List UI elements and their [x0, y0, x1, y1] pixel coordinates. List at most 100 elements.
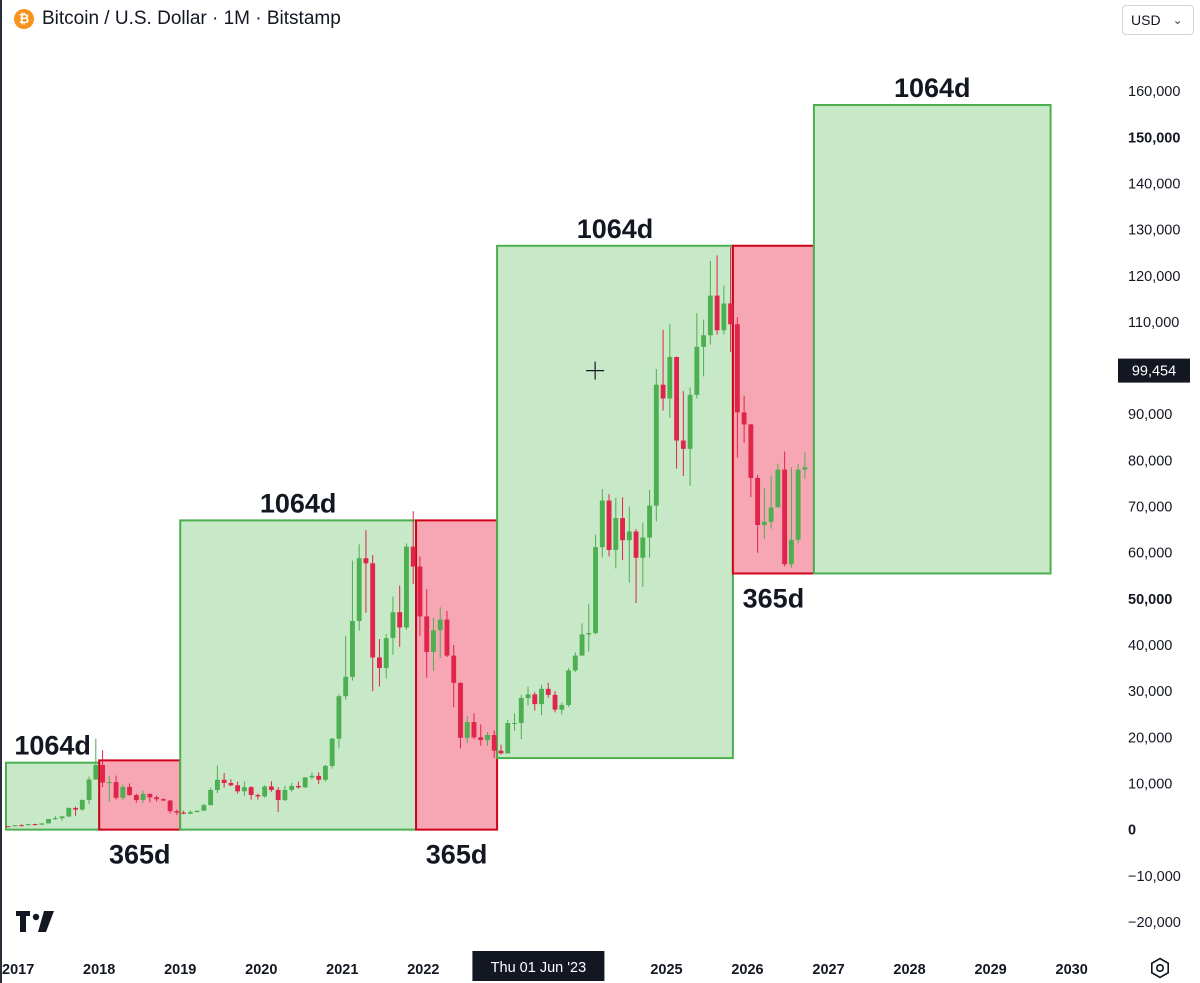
zone-label: 365d: [109, 840, 171, 870]
candle-body: [194, 810, 200, 813]
zones-layer: [5, 104, 1052, 831]
candle-body: [687, 394, 693, 449]
candle-body: [167, 800, 173, 812]
candle-body: [12, 825, 18, 827]
candle-body: [160, 799, 166, 801]
candle-body: [39, 823, 45, 825]
price-axis[interactable]: 160,000 150,000 140,000 130,000 120,000 110,0…: [1118, 84, 1190, 931]
candle-body: [593, 547, 598, 633]
candle-body: [431, 630, 436, 652]
x-tick-label: 2020: [245, 962, 277, 978]
candle-body: [734, 324, 740, 413]
candle-body: [113, 782, 119, 798]
candle-body: [680, 440, 686, 449]
candle-body: [73, 807, 78, 810]
y-tick-label: 140,000: [1128, 176, 1180, 192]
candle-body: [444, 619, 450, 656]
candle-body: [404, 546, 409, 628]
candle-body: [647, 505, 653, 538]
candle-body: [579, 634, 585, 656]
candle-body: [451, 655, 457, 683]
candle-body: [316, 775, 322, 780]
chevron-down-icon: ⌄: [1172, 13, 1183, 27]
y-tick-label: 110,000: [1128, 315, 1179, 331]
candle-body: [356, 558, 362, 621]
currency-dropdown[interactable]: USD ⌄: [1122, 5, 1194, 35]
candle-body: [640, 537, 646, 558]
candle-body: [221, 779, 227, 783]
candle-body: [761, 521, 767, 525]
candle-body: [201, 805, 207, 811]
candle-body: [268, 786, 274, 790]
candle-body: [572, 655, 578, 671]
candle-body: [79, 799, 85, 810]
candle-body: [120, 786, 126, 798]
candle-body: [464, 722, 470, 738]
candle-body: [755, 477, 761, 525]
candle-body: [241, 787, 247, 792]
candle-body: [586, 633, 592, 635]
y-tick-label: −20,000: [1128, 915, 1181, 931]
candle-body: [5, 826, 11, 828]
candle-body: [795, 469, 801, 540]
candle-body: [674, 357, 680, 441]
candle-body: [782, 469, 788, 565]
candle-body: [788, 539, 794, 565]
zone-red-1: [98, 759, 182, 831]
candle-body: [525, 694, 531, 699]
candle-body: [660, 384, 666, 399]
candle-body: [106, 782, 112, 784]
gear-icon[interactable]: [1148, 956, 1172, 980]
zone-red-3: [415, 519, 499, 831]
candle-body: [775, 469, 781, 508]
candle-body: [512, 723, 517, 724]
candle-body: [518, 698, 524, 723]
candle-body: [214, 779, 220, 790]
y-tick-label: 40,000: [1128, 638, 1172, 654]
y-tick-label: 90,000: [1128, 407, 1172, 423]
candle-body: [235, 785, 241, 792]
candle-body: [694, 346, 700, 395]
candle-body: [532, 694, 538, 705]
y-tick-label: 60,000: [1128, 546, 1172, 562]
time-axis[interactable]: 2017 2018 2019 2020 2021 2022 2025 2026 2027 2028…: [2, 951, 1088, 981]
x-tick-label: 2026: [731, 962, 763, 978]
bitcoin-coin-icon: ₿: [14, 9, 34, 29]
zone-green-0: [5, 761, 101, 831]
candle-body: [309, 775, 315, 778]
candle-body: [559, 705, 565, 710]
candle-body: [667, 357, 673, 399]
candle-body: [289, 786, 295, 790]
x-tick-label: 2022: [407, 962, 439, 978]
candle-body: [275, 789, 281, 801]
candle-body: [329, 738, 335, 766]
candle-body: [370, 563, 376, 658]
candle-body: [491, 735, 497, 751]
window-left-edge: [0, 0, 2, 983]
x-tick-label: 2021: [326, 962, 358, 978]
candle-body: [417, 566, 423, 617]
tradingview-logo-icon[interactable]: [16, 910, 56, 934]
y-tick-label: 150,000: [1128, 130, 1180, 146]
candle-body: [707, 295, 713, 336]
candle-body: [32, 824, 38, 826]
candle-body: [485, 735, 490, 741]
candle-body: [498, 750, 504, 754]
y-tick-label: 30,000: [1128, 684, 1172, 700]
candle-body: [208, 789, 214, 806]
zone-label: 1064d: [14, 731, 91, 761]
candle-body: [552, 694, 558, 710]
crosshair-date-box: [472, 951, 605, 981]
x-tick-label: 2019: [164, 962, 196, 978]
chart-header: ₿ Bitcoin / U.S. Dollar · 1M · Bitstamp: [14, 6, 341, 32]
zone-label: 1064d: [577, 214, 654, 244]
x-tick-label: 2025: [650, 962, 682, 978]
candle-body: [620, 518, 625, 541]
candle-body: [458, 682, 463, 738]
candle-body: [613, 518, 619, 550]
x-tick-label: 2030: [1056, 962, 1088, 978]
candle-body: [714, 295, 720, 331]
price-label-box: [1118, 358, 1190, 383]
candle-body: [701, 335, 707, 347]
